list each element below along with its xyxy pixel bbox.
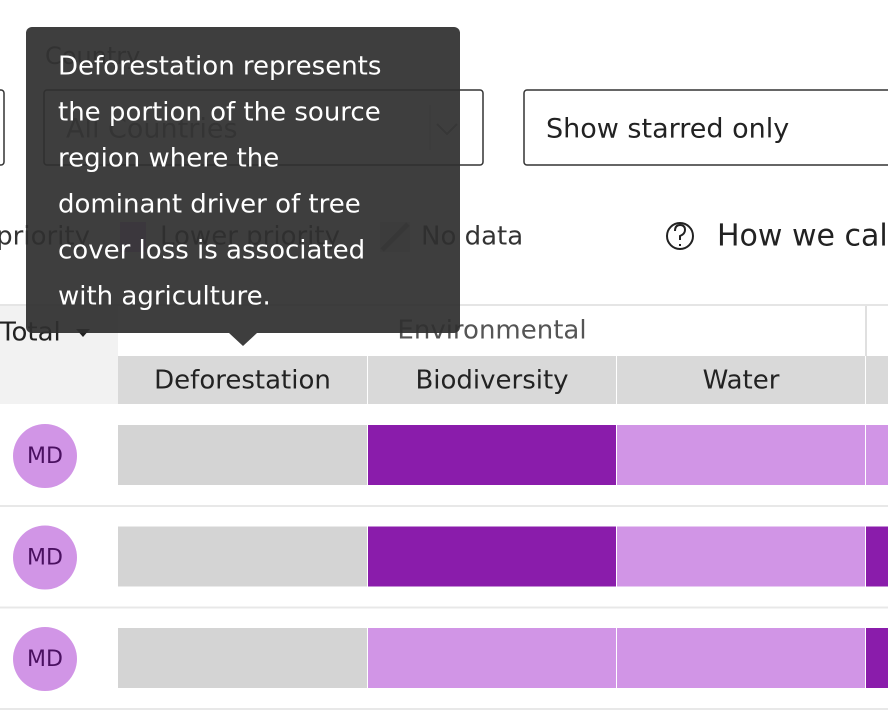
starred-value: Show starred only [546, 114, 789, 145]
tooltip-text: region where the [58, 144, 279, 174]
score-cell [368, 425, 616, 485]
avatar [13, 525, 77, 590]
score-cell [118, 425, 367, 485]
tooltip-text: the portion of the source [58, 98, 381, 128]
avatar-initials: MD [27, 444, 63, 469]
avatar-initials: MD [27, 546, 63, 571]
tooltip-box [26, 27, 460, 333]
tooltip-pointer [229, 333, 257, 346]
column-header-cell [118, 356, 367, 404]
help-link[interactable]: How we calc [717, 219, 888, 254]
score-cell [368, 628, 616, 688]
score-cell [118, 628, 367, 688]
column-header[interactable]: Biodiversity [415, 366, 568, 396]
help-icon[interactable] [666, 222, 694, 250]
score-cell [617, 628, 865, 688]
tooltip-text: with agriculture. [58, 282, 271, 312]
tooltip-text: Deforestation represents [58, 52, 381, 82]
score-cell [118, 526, 367, 587]
score-cell [866, 526, 888, 587]
avatar [13, 627, 77, 691]
column-header[interactable]: Deforestation [154, 366, 331, 396]
left-select[interactable] [0, 89, 5, 166]
avatar [13, 424, 77, 488]
score-cell [866, 425, 888, 485]
score-cell [866, 628, 888, 688]
tooltip-text: cover loss is associated [58, 236, 365, 266]
column-header-cell [368, 356, 616, 404]
tooltip-text: dominant driver of tree [58, 190, 361, 220]
score-cell [368, 526, 616, 587]
avatar-initials: MD [27, 647, 63, 672]
help-q [674, 223, 687, 246]
starred-select[interactable] [523, 89, 888, 166]
column-header[interactable]: Water [703, 366, 780, 396]
column-header-cell [866, 356, 888, 404]
score-cell [617, 425, 865, 485]
score-cell [617, 526, 865, 587]
column-header-cell [617, 356, 865, 404]
